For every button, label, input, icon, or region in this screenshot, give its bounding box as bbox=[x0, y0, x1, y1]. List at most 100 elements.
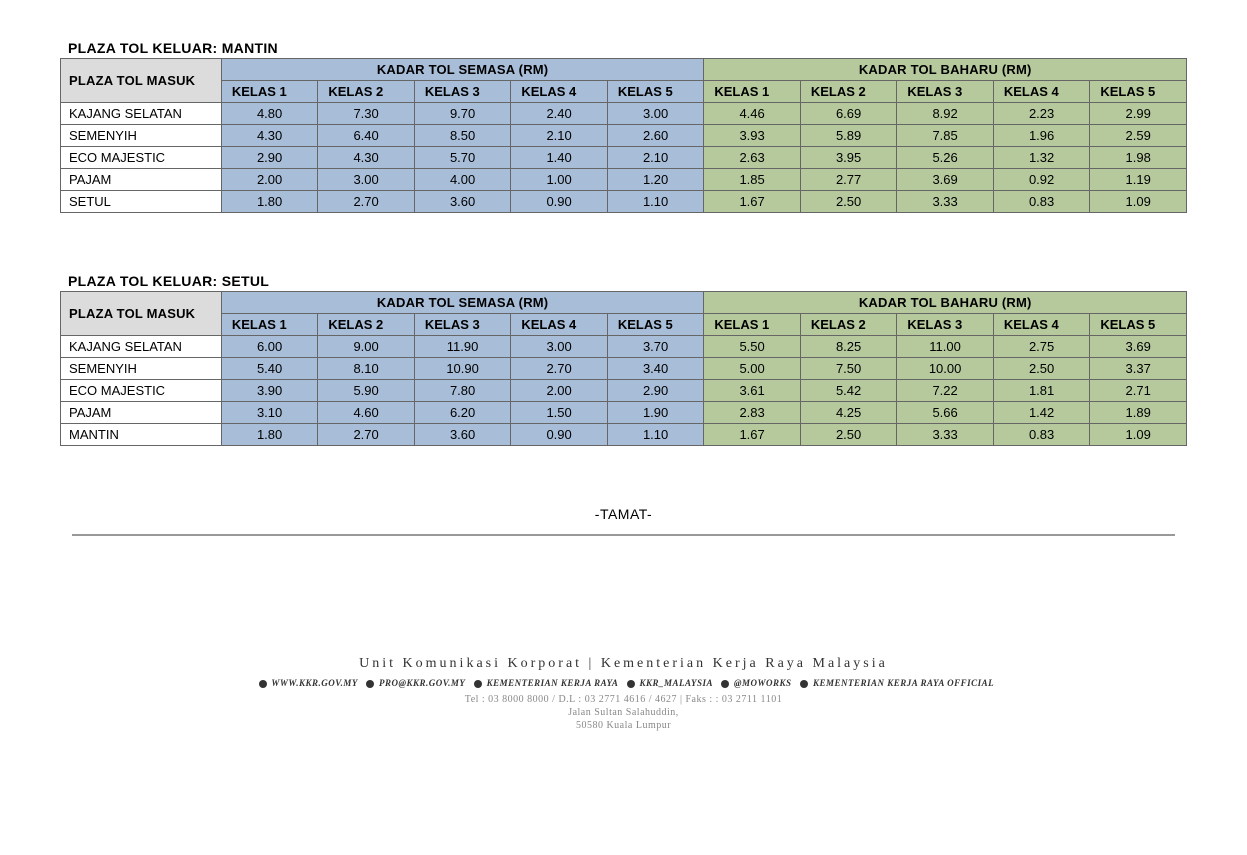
semasa-value: 2.90 bbox=[607, 380, 704, 402]
semasa-value: 1.80 bbox=[221, 191, 318, 213]
footer-handle: KKR_MALAYSIA bbox=[637, 678, 716, 688]
semasa-value: 1.00 bbox=[511, 169, 608, 191]
table-title: PLAZA TOL KELUAR: MANTIN bbox=[68, 40, 1187, 56]
footer-handle: KEMENTERIAN KERJA RAYA bbox=[484, 678, 621, 688]
semasa-value: 2.40 bbox=[511, 103, 608, 125]
baharu-value: 3.33 bbox=[897, 424, 994, 446]
bullet-icon bbox=[627, 680, 635, 688]
semasa-value: 11.90 bbox=[414, 336, 511, 358]
semasa-value: 4.60 bbox=[318, 402, 415, 424]
footer-contact: Tel : 03 8000 8000 / D.L : 03 2771 4616 … bbox=[60, 694, 1187, 705]
kelas-header: KELAS 3 bbox=[897, 314, 994, 336]
baharu-value: 7.85 bbox=[897, 125, 994, 147]
semasa-value: 0.90 bbox=[511, 424, 608, 446]
semasa-value: 0.90 bbox=[511, 191, 608, 213]
toll-table: PLAZA TOL MASUKKADAR TOL SEMASA (RM)KADA… bbox=[60, 58, 1187, 213]
table-row: SEMENYIH5.408.1010.902.703.405.007.5010.… bbox=[61, 358, 1187, 380]
baharu-value: 3.93 bbox=[704, 125, 801, 147]
baharu-value: 1.32 bbox=[993, 147, 1090, 169]
kelas-header: KELAS 1 bbox=[704, 314, 801, 336]
baharu-value: 2.77 bbox=[800, 169, 897, 191]
table-row: SETUL1.802.703.600.901.101.672.503.330.8… bbox=[61, 191, 1187, 213]
baharu-value: 1.09 bbox=[1090, 191, 1187, 213]
semasa-value: 6.20 bbox=[414, 402, 511, 424]
baharu-value: 1.67 bbox=[704, 424, 801, 446]
semasa-value: 3.10 bbox=[221, 402, 318, 424]
table-title: PLAZA TOL KELUAR: SETUL bbox=[68, 273, 1187, 289]
semasa-value: 7.30 bbox=[318, 103, 415, 125]
baharu-value: 2.23 bbox=[993, 103, 1090, 125]
semasa-value: 4.30 bbox=[318, 147, 415, 169]
baharu-group-header: KADAR TOL BAHARU (RM) bbox=[704, 292, 1187, 314]
baharu-value: 4.46 bbox=[704, 103, 801, 125]
table-row: ECO MAJESTIC2.904.305.701.402.102.633.95… bbox=[61, 147, 1187, 169]
row-label: PAJAM bbox=[61, 169, 222, 191]
kelas-header: KELAS 4 bbox=[511, 81, 608, 103]
baharu-value: 2.50 bbox=[800, 191, 897, 213]
baharu-value: 2.50 bbox=[800, 424, 897, 446]
kelas-header: KELAS 4 bbox=[993, 314, 1090, 336]
kelas-header: KELAS 1 bbox=[704, 81, 801, 103]
baharu-value: 2.50 bbox=[993, 358, 1090, 380]
semasa-value: 3.00 bbox=[511, 336, 608, 358]
table-row: PAJAM3.104.606.201.501.902.834.255.661.4… bbox=[61, 402, 1187, 424]
semasa-value: 2.60 bbox=[607, 125, 704, 147]
row-label: KAJANG SELATAN bbox=[61, 103, 222, 125]
baharu-value: 1.96 bbox=[993, 125, 1090, 147]
footer-handle: WWW.KKR.GOV.MY bbox=[269, 678, 360, 688]
footer-addr2: 50580 Kuala Lumpur bbox=[60, 720, 1187, 731]
baharu-value: 11.00 bbox=[897, 336, 994, 358]
row-label: MANTIN bbox=[61, 424, 222, 446]
baharu-value: 8.25 bbox=[800, 336, 897, 358]
baharu-value: 0.83 bbox=[993, 191, 1090, 213]
baharu-value: 3.61 bbox=[704, 380, 801, 402]
kelas-header: KELAS 5 bbox=[607, 81, 704, 103]
kelas-header: KELAS 4 bbox=[511, 314, 608, 336]
semasa-value: 4.00 bbox=[414, 169, 511, 191]
kelas-header: KELAS 3 bbox=[414, 81, 511, 103]
table-row: SEMENYIH4.306.408.502.102.603.935.897.85… bbox=[61, 125, 1187, 147]
bullet-icon bbox=[366, 680, 374, 688]
baharu-value: 1.85 bbox=[704, 169, 801, 191]
baharu-value: 2.75 bbox=[993, 336, 1090, 358]
toll-table-section: PLAZA TOL KELUAR: SETULPLAZA TOL MASUKKA… bbox=[60, 273, 1187, 446]
semasa-value: 3.60 bbox=[414, 424, 511, 446]
kelas-header: KELAS 3 bbox=[897, 81, 994, 103]
bullet-icon bbox=[474, 680, 482, 688]
bullet-icon bbox=[721, 680, 729, 688]
baharu-value: 8.92 bbox=[897, 103, 994, 125]
semasa-value: 1.10 bbox=[607, 191, 704, 213]
semasa-value: 6.40 bbox=[318, 125, 415, 147]
baharu-value: 5.50 bbox=[704, 336, 801, 358]
semasa-value: 3.60 bbox=[414, 191, 511, 213]
baharu-value: 1.19 bbox=[1090, 169, 1187, 191]
baharu-value: 3.33 bbox=[897, 191, 994, 213]
semasa-value: 8.50 bbox=[414, 125, 511, 147]
baharu-value: 3.69 bbox=[897, 169, 994, 191]
semasa-value: 2.70 bbox=[511, 358, 608, 380]
semasa-value: 2.10 bbox=[511, 125, 608, 147]
semasa-value: 1.20 bbox=[607, 169, 704, 191]
row-label: ECO MAJESTIC bbox=[61, 147, 222, 169]
kelas-header: KELAS 5 bbox=[1090, 81, 1187, 103]
semasa-value: 2.70 bbox=[318, 424, 415, 446]
baharu-value: 3.37 bbox=[1090, 358, 1187, 380]
footer-handle: PRO@KKR.GOV.MY bbox=[376, 678, 468, 688]
semasa-value: 2.00 bbox=[221, 169, 318, 191]
footer-handle: KEMENTERIAN KERJA RAYA OFFICIAL bbox=[810, 678, 994, 688]
baharu-value: 1.89 bbox=[1090, 402, 1187, 424]
kelas-header: KELAS 2 bbox=[318, 314, 415, 336]
table-row: PAJAM2.003.004.001.001.201.852.773.690.9… bbox=[61, 169, 1187, 191]
baharu-value: 2.99 bbox=[1090, 103, 1187, 125]
semasa-value: 1.80 bbox=[221, 424, 318, 446]
table-row: ECO MAJESTIC3.905.907.802.002.903.615.42… bbox=[61, 380, 1187, 402]
semasa-value: 10.90 bbox=[414, 358, 511, 380]
semasa-value: 1.90 bbox=[607, 402, 704, 424]
footer-handle: @MOWORKS bbox=[731, 678, 794, 688]
row-label: SEMENYIH bbox=[61, 358, 222, 380]
kelas-header: KELAS 1 bbox=[221, 81, 318, 103]
baharu-value: 2.63 bbox=[704, 147, 801, 169]
semasa-value: 9.70 bbox=[414, 103, 511, 125]
baharu-value: 4.25 bbox=[800, 402, 897, 424]
semasa-value: 3.40 bbox=[607, 358, 704, 380]
